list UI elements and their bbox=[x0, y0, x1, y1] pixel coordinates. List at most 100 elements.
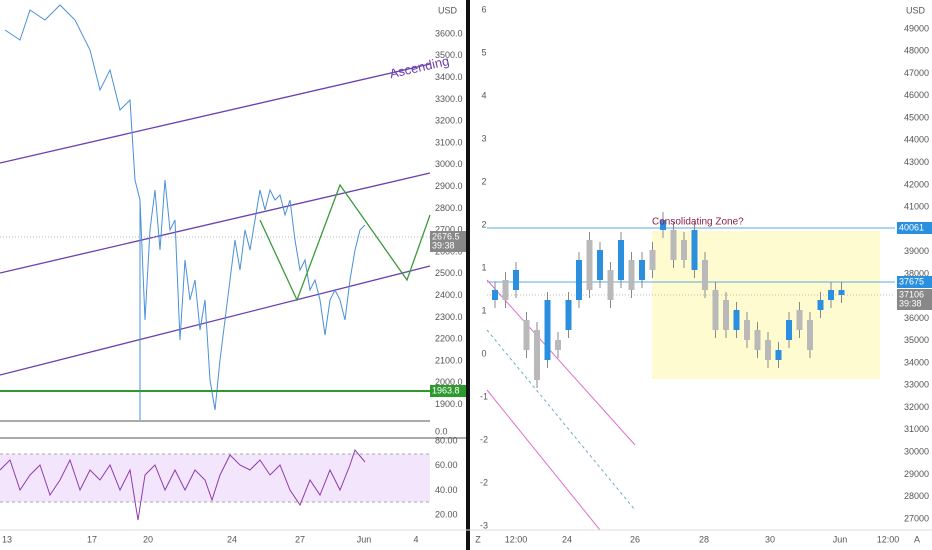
x-tick-label: Z bbox=[475, 534, 481, 544]
y-tick-label: 1900.0 bbox=[435, 399, 463, 409]
y-tick-label: 31000 bbox=[904, 424, 929, 434]
annotation: Consolidating Zone? bbox=[652, 217, 744, 228]
y-tick-label: 30000 bbox=[904, 447, 929, 457]
candle bbox=[828, 290, 834, 300]
x-tick-label: 13 bbox=[2, 534, 12, 544]
y-tick-label: 46000 bbox=[904, 90, 929, 100]
x-tick-label: 27 bbox=[295, 534, 305, 544]
y-tick-label: 32000 bbox=[904, 402, 929, 412]
divider bbox=[466, 0, 470, 550]
candle bbox=[544, 300, 551, 360]
y-tick-label: 3500.0 bbox=[435, 50, 463, 60]
x-tick-label: 24 bbox=[562, 534, 572, 544]
candle bbox=[733, 310, 740, 330]
y-tick-label: 36000 bbox=[904, 313, 929, 323]
y-tick-label: 2900.0 bbox=[435, 181, 463, 191]
y-tick-label: 3400.0 bbox=[435, 72, 463, 82]
candle bbox=[586, 240, 593, 290]
candle bbox=[649, 250, 656, 270]
resistance-label-bg bbox=[897, 222, 932, 234]
candle bbox=[660, 220, 666, 230]
support-label: 1963.8 bbox=[432, 385, 460, 395]
candle bbox=[597, 250, 603, 280]
candle bbox=[607, 270, 614, 300]
candle bbox=[618, 240, 624, 280]
left-scale-tick: 2 bbox=[481, 176, 486, 186]
y-tick-label: 44000 bbox=[904, 135, 929, 145]
candle bbox=[723, 300, 729, 330]
level-label-bg bbox=[897, 276, 932, 288]
currency: USD bbox=[438, 5, 458, 15]
y-tick-label: 28000 bbox=[904, 491, 929, 501]
candle bbox=[513, 270, 519, 290]
y-tick-label: 3100.0 bbox=[435, 137, 463, 147]
candle bbox=[534, 330, 540, 380]
y-tick-label: 3600.0 bbox=[435, 28, 463, 38]
candle bbox=[796, 310, 803, 330]
candle bbox=[775, 350, 782, 360]
countdown: 39:38 bbox=[432, 240, 455, 250]
left-scale-tick: -3 bbox=[480, 520, 488, 530]
left-scale-tick: 0 bbox=[481, 348, 486, 358]
candle bbox=[555, 340, 561, 350]
left-scale-tick: 3 bbox=[481, 133, 486, 143]
left-scale-tick: -2 bbox=[480, 434, 488, 444]
level-label: 37675 bbox=[899, 276, 924, 286]
candle bbox=[670, 230, 677, 260]
y-tick-label: 48000 bbox=[904, 46, 929, 56]
x-tick-label: 20 bbox=[143, 534, 153, 544]
projection bbox=[259, 183, 431, 302]
countdown-bg bbox=[897, 298, 932, 310]
candle bbox=[712, 290, 719, 330]
channel-mid bbox=[486, 329, 636, 511]
y-tick-label: 45000 bbox=[904, 112, 929, 122]
countdown: 39:38 bbox=[899, 298, 922, 308]
left-scale-tick: 5 bbox=[481, 47, 486, 57]
left-scale-tick: -2 bbox=[480, 477, 488, 487]
candle bbox=[523, 320, 530, 350]
channel-line bbox=[0, 265, 431, 376]
left-scale-tick: 6 bbox=[481, 4, 486, 14]
channel-line bbox=[0, 172, 431, 274]
candle bbox=[838, 290, 845, 295]
candle bbox=[817, 300, 824, 310]
rsi-band bbox=[0, 454, 430, 502]
candle bbox=[576, 260, 582, 300]
last-price: 2676.5 bbox=[432, 231, 460, 241]
candle bbox=[691, 230, 698, 270]
oscillator-tick: 60.00 bbox=[435, 460, 458, 470]
rsi-series bbox=[0, 448, 366, 521]
y-tick-label: 42000 bbox=[904, 179, 929, 189]
candle bbox=[681, 240, 687, 260]
channel-line bbox=[0, 63, 431, 164]
left-scale-tick: -1 bbox=[480, 391, 488, 401]
left-scale-tick: 1 bbox=[481, 305, 486, 315]
y-tick-label: 27000 bbox=[904, 513, 929, 523]
x-tick-label: 30 bbox=[765, 534, 775, 544]
candle bbox=[565, 300, 572, 330]
oscillator-tick: 40.00 bbox=[435, 485, 458, 495]
y-tick-label: 2100.0 bbox=[435, 355, 463, 365]
y-tick-label: 2200.0 bbox=[435, 334, 463, 344]
y-tick-label: 29000 bbox=[904, 469, 929, 479]
candle bbox=[492, 290, 498, 300]
x-tick-label: 4 bbox=[413, 534, 418, 544]
y-tick-label: 38000 bbox=[904, 268, 929, 278]
y-tick-label: 35000 bbox=[904, 335, 929, 345]
x-tick-label: 28 bbox=[699, 534, 709, 544]
x-tick-label: 12:00 bbox=[505, 534, 528, 544]
y-tick-label: 2800.0 bbox=[435, 203, 463, 213]
x-tick-label: A bbox=[914, 534, 920, 544]
y-tick-label: 2700.0 bbox=[435, 225, 463, 235]
resistance-label: 40061 bbox=[899, 222, 924, 232]
y-tick-label: 49000 bbox=[904, 23, 929, 33]
oscillator-tick: 20.00 bbox=[435, 509, 458, 519]
candle bbox=[765, 340, 771, 360]
y-tick-label: 2300.0 bbox=[435, 312, 463, 322]
oscillator-tick: 80.00 bbox=[435, 435, 458, 445]
candle bbox=[639, 260, 645, 280]
channel-line bbox=[486, 279, 636, 446]
y-tick-label: 43000 bbox=[904, 157, 929, 167]
